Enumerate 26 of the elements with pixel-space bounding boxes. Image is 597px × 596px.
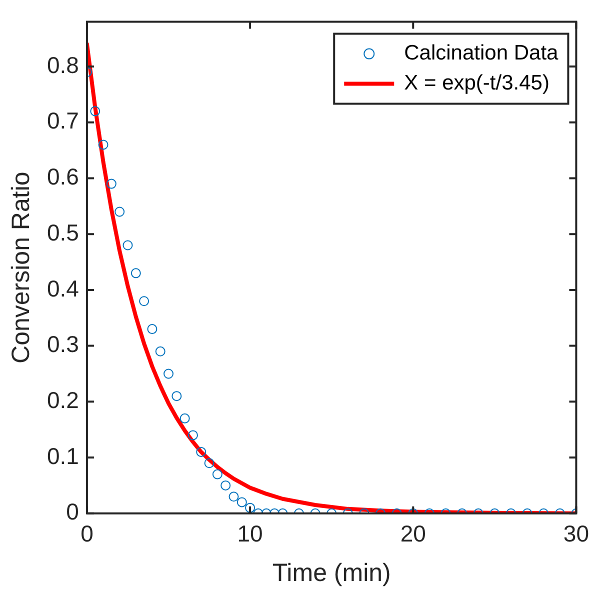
y-tick-label: 0.4 bbox=[46, 275, 80, 302]
x-tick-label: 10 bbox=[237, 520, 263, 547]
y-axis-title: Conversion Ratio bbox=[6, 172, 35, 364]
y-tick-label: 0.7 bbox=[46, 108, 79, 134]
y-tick-label: 0.3 bbox=[46, 331, 79, 358]
x-tick-label: 20 bbox=[400, 520, 426, 547]
point bbox=[114, 206, 125, 217]
legend-label: X = exp(-t/3.45) bbox=[404, 72, 550, 95]
x-tick-label: 30 bbox=[563, 520, 590, 547]
y-tick-label: 0.2 bbox=[46, 387, 79, 414]
legend-label: Calcination Data bbox=[404, 42, 559, 65]
point bbox=[130, 268, 141, 278]
y-tick-label: 0.5 bbox=[46, 219, 79, 246]
point bbox=[155, 346, 166, 356]
point bbox=[98, 140, 108, 150]
point bbox=[90, 106, 100, 116]
point bbox=[147, 324, 158, 334]
point bbox=[106, 178, 116, 189]
y-tick-label: 0.8 bbox=[46, 52, 79, 78]
point bbox=[122, 240, 133, 250]
y-tick-label: 0.1 bbox=[46, 442, 79, 469]
y-tick-label: 0 bbox=[66, 498, 79, 525]
point bbox=[139, 296, 150, 306]
y-tick-label: 0.6 bbox=[46, 164, 79, 190]
point bbox=[164, 368, 174, 379]
x-axis-title: Time (min) bbox=[272, 558, 391, 587]
